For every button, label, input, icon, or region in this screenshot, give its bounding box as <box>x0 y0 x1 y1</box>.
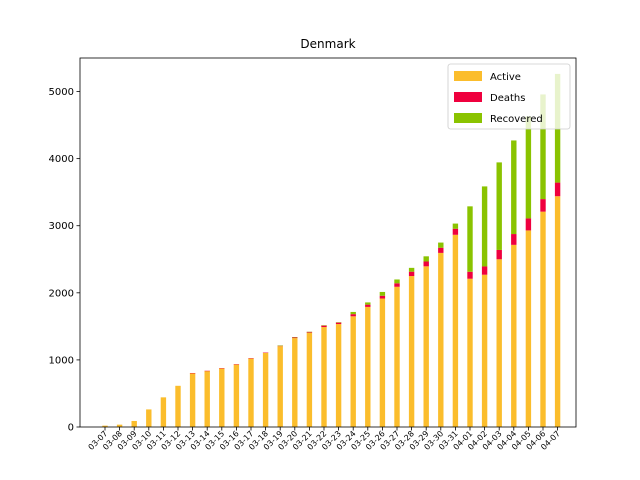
bar-deaths-04-04 <box>511 234 517 245</box>
bar-deaths-04-03 <box>496 249 502 260</box>
bar-active-03-09 <box>131 420 137 427</box>
bar-active-03-20 <box>292 338 298 427</box>
bar-active-04-03 <box>496 259 502 427</box>
legend-swatch-recovered <box>454 113 482 123</box>
bar-active-04-02 <box>481 274 488 427</box>
bar-recovered-04-04 <box>511 140 517 235</box>
bar-recovered-03-30 <box>438 242 444 248</box>
bar-deaths-03-30 <box>438 247 444 253</box>
bar-active-04-04 <box>511 244 517 427</box>
legend-label-deaths: Deaths <box>490 93 525 104</box>
legend-swatch-deaths <box>454 92 482 102</box>
legend-swatch-active <box>454 71 482 81</box>
legend-label-recovered: Recovered <box>490 114 543 125</box>
y-tick-label-5000: 5000 <box>49 87 74 98</box>
bar-deaths-03-21 <box>306 331 313 333</box>
bar-recovered-03-27 <box>394 279 400 284</box>
y-tick-label-4000: 4000 <box>49 154 74 165</box>
bar-recovered-03-28 <box>408 267 415 272</box>
bar-active-03-17 <box>248 358 254 427</box>
bar-deaths-03-26 <box>379 295 386 299</box>
bar-active-03-22 <box>321 327 327 427</box>
bar-recovered-04-01 <box>467 206 473 272</box>
y-tick-label-3000: 3000 <box>49 221 74 232</box>
bar-active-03-27 <box>394 286 400 427</box>
bar-deaths-03-31 <box>452 228 459 235</box>
bar-deaths-03-25 <box>365 304 371 307</box>
bar-active-03-21 <box>306 332 313 427</box>
bar-active-03-07 <box>102 425 108 427</box>
bar-recovered-03-29 <box>423 256 429 262</box>
bar-deaths-03-28 <box>408 271 415 277</box>
legend: Active Deaths Recovered <box>447 63 571 130</box>
bar-active-03-15 <box>219 368 225 427</box>
bar-active-03-30 <box>438 252 444 427</box>
bar-active-04-01 <box>467 278 473 427</box>
bar-active-03-19 <box>277 346 283 427</box>
bar-active-03-18 <box>262 352 269 427</box>
plot-frame <box>79 57 577 428</box>
bar-active-03-24 <box>350 316 356 427</box>
bar-recovered-03-24 <box>350 311 356 315</box>
bar-active-03-28 <box>408 276 415 427</box>
bar-active-03-14 <box>204 370 210 427</box>
bar-active-04-07 <box>554 196 561 427</box>
bar-active-03-31 <box>452 234 459 427</box>
legend-label-active: Active <box>490 72 521 83</box>
bar-active-03-10 <box>146 409 152 427</box>
bar-active-04-06 <box>540 211 546 427</box>
y-tick-label-1000: 1000 <box>49 355 74 366</box>
bar-deaths-04-07 <box>554 182 561 197</box>
bar-deaths-03-29 <box>423 261 429 267</box>
bar-deaths-04-01 <box>467 271 473 279</box>
bar-active-04-05 <box>525 230 532 427</box>
bar-active-03-29 <box>423 266 429 427</box>
bar-recovered-04-03 <box>496 162 502 250</box>
bar-active-03-16 <box>233 364 240 427</box>
bar-recovered-04-02 <box>481 186 488 267</box>
bar-active-03-23 <box>335 324 342 427</box>
bar-recovered-04-06 <box>540 94 546 200</box>
chart-title: Denmark <box>300 37 355 51</box>
bar-deaths-04-02 <box>481 266 488 275</box>
bar-active-03-11 <box>160 397 167 427</box>
y-tick-label-0: 0 <box>68 423 74 434</box>
bar-active-03-13 <box>189 373 196 427</box>
bar-deaths-03-24 <box>350 314 356 317</box>
y-tick-label-2000: 2000 <box>49 288 74 299</box>
bar-active-03-12 <box>175 385 181 427</box>
bar-active-03-25 <box>365 306 371 427</box>
bar-deaths-03-22 <box>321 325 327 328</box>
bar-active-03-26 <box>379 298 386 427</box>
bar-deaths-03-23 <box>335 322 342 325</box>
bar-active-03-08 <box>116 424 123 427</box>
bar-deaths-03-27 <box>394 283 400 287</box>
y-axis: 0 1000 2000 3000 4000 5000 <box>49 87 80 434</box>
bar-recovered-03-25 <box>365 302 371 305</box>
bar-recovered-03-26 <box>379 291 386 296</box>
x-axis: 03-0703-0803-0903-1003-1103-1203-1303-14… <box>87 427 562 452</box>
bar-deaths-04-05 <box>525 218 532 231</box>
bar-recovered-04-05 <box>525 116 532 219</box>
bar-recovered-03-31 <box>452 223 459 229</box>
bar-deaths-03-20 <box>292 337 298 339</box>
bar-deaths-04-06 <box>540 199 546 212</box>
